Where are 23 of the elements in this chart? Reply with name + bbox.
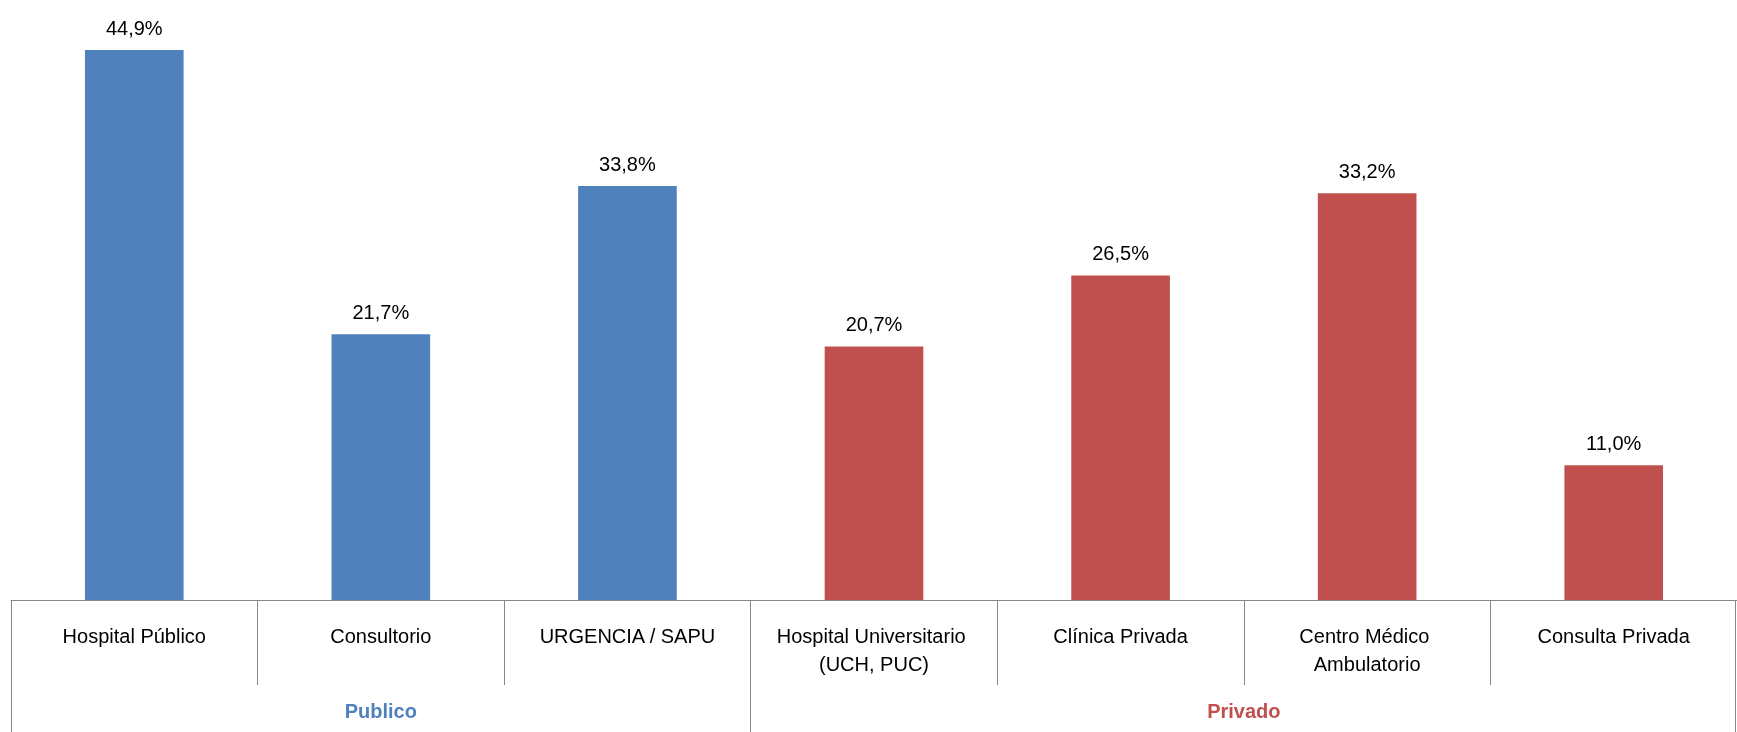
bar — [1071, 275, 1170, 600]
bar — [1564, 465, 1664, 600]
x-tick-label: URGENCIA / SAPU — [539, 625, 716, 647]
data-label: 44,9% — [105, 17, 163, 39]
bar — [824, 346, 924, 600]
bar — [578, 185, 677, 600]
text: Publico — [343, 699, 418, 724]
x-tick-label: Consultorio — [330, 625, 432, 647]
data-label: 20,7% — [845, 313, 903, 336]
x-tick-label: Centro Médico Ambulatorio — [1299, 625, 1435, 675]
x-tick-label: Clínica Privada — [1053, 625, 1189, 647]
x-tick-label: Consulta Privada — [1537, 625, 1691, 647]
x-tick-label: Hospital Universitario (UCH, PUC) — [776, 625, 972, 675]
bar — [1317, 193, 1417, 600]
x-tick-label: Hospital Público — [62, 625, 206, 647]
data-label: 33,8% — [599, 152, 656, 175]
data-label: 26,5% — [1092, 242, 1150, 265]
data-label: 11,0% — [1586, 432, 1642, 455]
data-label: 33,2% — [1338, 160, 1396, 183]
bar — [84, 50, 184, 600]
data-label: 21,7% — [352, 301, 410, 324]
bar — [331, 334, 431, 600]
text: Privado — [1206, 699, 1282, 724]
